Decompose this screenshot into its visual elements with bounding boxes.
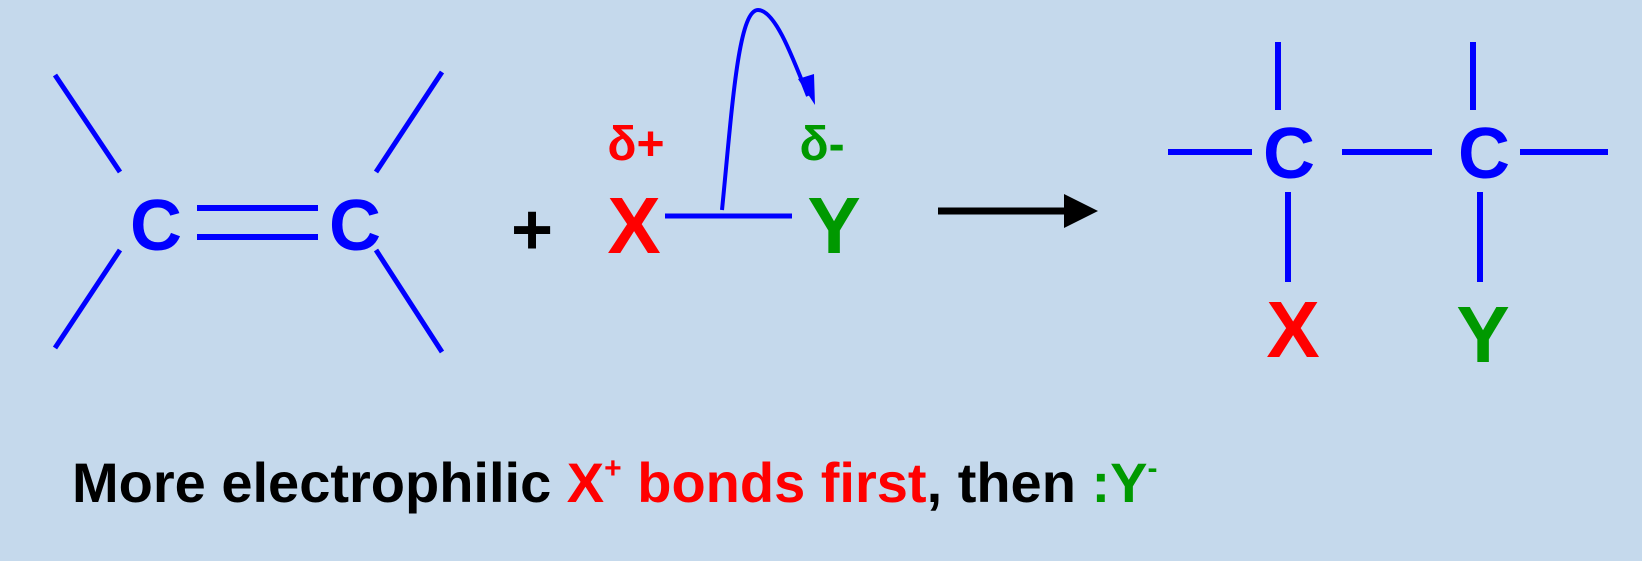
substituent-bond-top-left <box>52 73 123 174</box>
reactant-alkene: C C <box>52 70 445 354</box>
alkene-carbon-right: C <box>329 186 381 266</box>
caption-y: :Y <box>1091 451 1148 514</box>
right-arrow-icon <box>938 194 1098 228</box>
product-carbon-right: C <box>1458 114 1510 194</box>
substituent-bond-top-right <box>373 70 445 174</box>
alkene-carbon-left: C <box>130 186 182 266</box>
reagent-xy: δ+ δ- X Y <box>607 7 861 270</box>
caption-bonds-first: bonds first <box>621 451 927 514</box>
product-y-atom: Y <box>1456 290 1509 379</box>
caption-x-charge: + <box>604 452 622 485</box>
plus-sign: + <box>511 190 553 270</box>
caption-then: , then <box>926 451 1092 514</box>
substituent-bond-bottom-left <box>52 248 123 350</box>
curved-arrow-head-icon <box>798 74 815 105</box>
product: C C X Y <box>1168 42 1608 379</box>
product-x-atom: X <box>1266 285 1319 374</box>
caption-y-charge: - <box>1147 452 1158 485</box>
partial-negative-charge: δ- <box>799 118 844 171</box>
reagent-x-atom: X <box>607 181 660 270</box>
caption-intro: More electrophilic <box>72 451 567 514</box>
curved-arrow-icon <box>720 7 810 211</box>
caption-x: X <box>566 451 605 514</box>
partial-positive-charge: δ+ <box>607 118 664 171</box>
product-carbon-left: C <box>1263 114 1315 194</box>
substituent-bond-bottom-right <box>373 248 445 354</box>
reagent-y-atom: Y <box>807 181 860 270</box>
caption: More electrophilic X+ bonds first, then … <box>72 452 1158 511</box>
